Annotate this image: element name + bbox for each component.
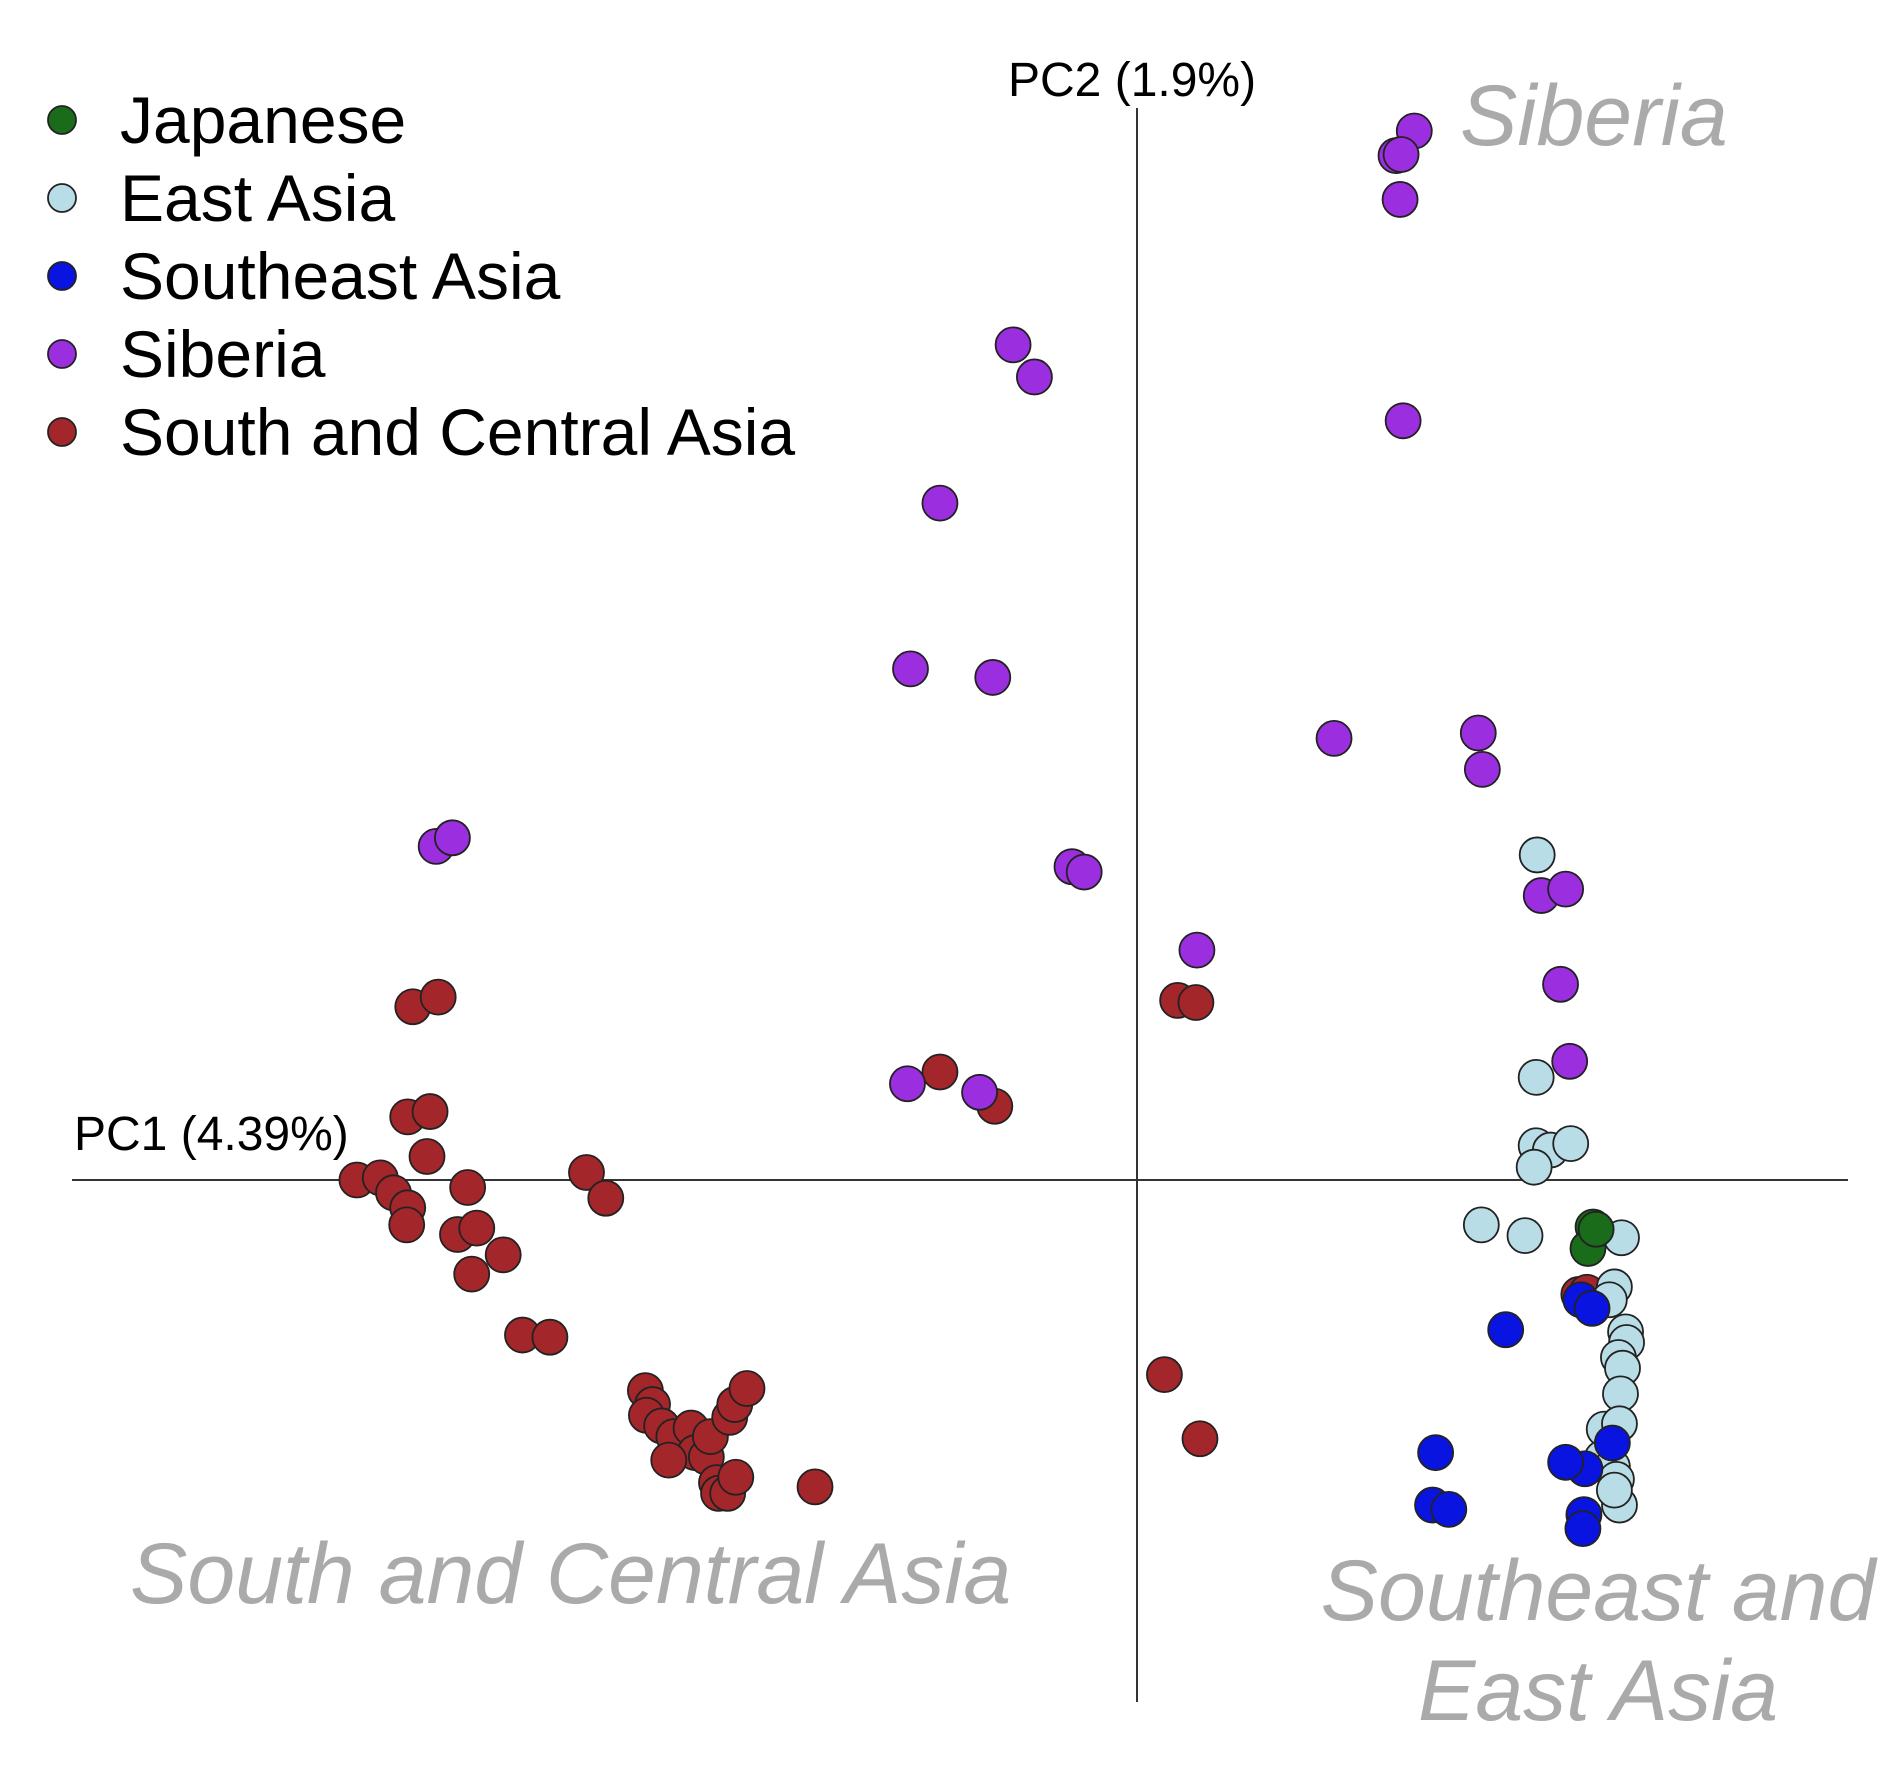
legend-item-east-asia: East Asia xyxy=(47,161,395,235)
point-south-and-central-asia xyxy=(921,1053,959,1091)
legend-label-southeast-asia: Southeast Asia xyxy=(120,239,561,313)
pc1-axis-label: PC1 (4.39%) xyxy=(74,1108,349,1161)
point-southeast-asia xyxy=(1593,1424,1631,1462)
point-south-and-central-asia xyxy=(388,1206,426,1244)
legend-label-south-central-asia: South and Central Asia xyxy=(120,395,795,469)
point-siberia xyxy=(1384,402,1422,440)
point-south-and-central-asia xyxy=(587,1179,625,1217)
point-east-asia xyxy=(1595,1471,1633,1509)
point-south-and-central-asia xyxy=(484,1236,522,1274)
point-siberia xyxy=(1016,358,1053,396)
region-label-siberia: Siberia xyxy=(1460,68,1728,164)
point-east-asia xyxy=(1515,1148,1553,1186)
point-siberia xyxy=(1551,1042,1589,1080)
point-south-and-central-asia xyxy=(449,1169,487,1206)
point-siberia xyxy=(892,650,929,688)
legend-item-siberia: Siberia xyxy=(47,317,326,391)
point-siberia xyxy=(994,326,1032,364)
point-siberia xyxy=(961,1073,998,1111)
point-south-and-central-asia xyxy=(1181,1420,1219,1458)
point-siberia xyxy=(1178,931,1216,969)
point-southeast-asia xyxy=(1564,1510,1602,1547)
point-south-and-central-asia xyxy=(453,1255,491,1293)
point-siberia xyxy=(1547,870,1585,908)
legend-label-japanese: Japanese xyxy=(120,83,406,157)
point-south-and-central-asia xyxy=(568,1154,605,1191)
legend-marker-east-asia xyxy=(47,183,77,213)
pc2-axis-label: PC2 (1.9%) xyxy=(1008,54,1256,107)
data-points xyxy=(338,112,1645,1547)
point-east-asia xyxy=(1506,1217,1544,1255)
point-south-and-central-asia xyxy=(419,978,457,1016)
point-south-and-central-asia xyxy=(1146,1356,1183,1394)
region-labels: Siberia South and Central Asia Southeast… xyxy=(130,68,1879,1739)
point-south-and-central-asia xyxy=(796,1468,834,1506)
legend-marker-siberia xyxy=(47,339,77,369)
legend-item-south-central-asia: South and Central Asia xyxy=(47,395,795,469)
point-siberia xyxy=(434,819,471,857)
region-label-south-central-asia: South and Central Asia xyxy=(130,1526,1011,1622)
point-southeast-asia xyxy=(1573,1289,1611,1327)
point-south-and-central-asia xyxy=(717,1458,755,1496)
point-siberia xyxy=(974,659,1012,696)
region-label-southeast-east-asia-line1: Southeast and xyxy=(1321,1543,1879,1639)
point-japanese xyxy=(1577,1210,1615,1248)
point-south-and-central-asia xyxy=(1177,984,1215,1021)
point-siberia xyxy=(1382,136,1420,173)
point-southeast-asia xyxy=(1430,1490,1468,1528)
legend-item-japanese: Japanese xyxy=(47,83,406,157)
point-east-asia xyxy=(1552,1125,1590,1163)
point-south-and-central-asia xyxy=(650,1441,688,1479)
legend-marker-south-central-asia xyxy=(47,417,77,447)
legend-label-east-asia: East Asia xyxy=(120,161,395,235)
point-siberia xyxy=(1542,965,1579,1003)
point-south-and-central-asia xyxy=(458,1209,496,1247)
legend-marker-japanese xyxy=(47,105,77,135)
legend-marker-southeast-asia xyxy=(47,261,77,291)
point-siberia xyxy=(1315,719,1353,757)
legend-item-southeast-asia: Southeast Asia xyxy=(47,239,561,313)
point-south-and-central-asia xyxy=(408,1138,446,1175)
axes: PC1 (4.39%) PC2 (1.9%) xyxy=(72,54,1848,1702)
point-southeast-asia xyxy=(1487,1311,1525,1349)
legend: Japanese East Asia Southeast Asia Siberi… xyxy=(47,83,795,469)
point-south-and-central-asia xyxy=(411,1093,449,1130)
point-east-asia xyxy=(1462,1206,1500,1244)
point-siberia xyxy=(1459,714,1497,752)
point-south-and-central-asia xyxy=(728,1370,766,1407)
point-southeast-asia xyxy=(1417,1434,1455,1472)
point-siberia xyxy=(1065,853,1103,891)
point-siberia xyxy=(1463,750,1501,788)
point-east-asia xyxy=(1517,1058,1555,1096)
point-siberia xyxy=(1381,181,1419,218)
point-siberia xyxy=(889,1065,926,1103)
point-southeast-asia xyxy=(1547,1443,1585,1481)
point-siberia xyxy=(921,484,959,522)
legend-label-siberia: Siberia xyxy=(120,317,326,391)
point-east-asia xyxy=(1518,836,1556,874)
region-label-southeast-east-asia-line2: East Asia xyxy=(1418,1643,1778,1739)
point-south-and-central-asia xyxy=(531,1318,569,1356)
